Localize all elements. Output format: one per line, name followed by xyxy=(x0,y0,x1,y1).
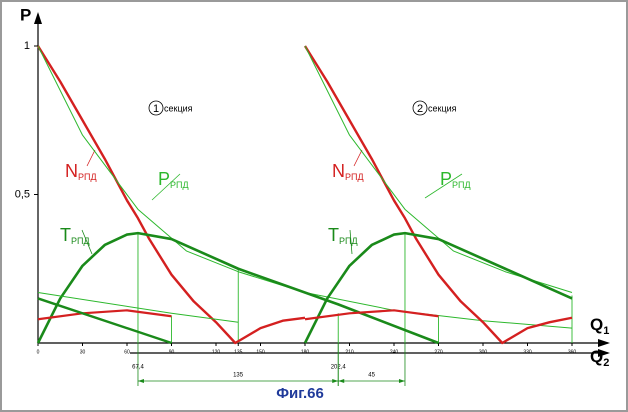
x-axis-label: Q1 xyxy=(590,315,609,336)
series-label: PРПД xyxy=(158,169,189,191)
x-tick-label: 60 xyxy=(124,349,130,355)
x-tick-label: 180 xyxy=(301,349,310,355)
series-subscript: РПД xyxy=(71,236,90,246)
axis-label-text: Q xyxy=(590,315,603,334)
leader-line xyxy=(86,149,96,167)
series-subscript: РПД xyxy=(345,172,364,182)
series-subscript: РПД xyxy=(78,172,97,182)
x-tick-label: 150 xyxy=(256,349,265,355)
series-subscript: РПД xyxy=(170,180,189,190)
series-name: P xyxy=(158,169,170,189)
leader-line xyxy=(151,173,181,201)
x-tick-label: 270 xyxy=(434,349,443,355)
y-axis-label: P xyxy=(20,5,31,24)
series-line xyxy=(37,45,573,329)
x-arrow xyxy=(598,339,610,347)
x-tick-label: 330 xyxy=(523,349,532,355)
x2-arrow xyxy=(598,349,610,357)
dimension-label: 135 xyxy=(233,373,244,379)
y-tick-label: 0,5 xyxy=(15,188,30,200)
axis-label-text: Q xyxy=(590,347,603,366)
x-tick-label: 300 xyxy=(479,349,488,355)
y-tick-label: 1 xyxy=(24,40,30,52)
section-number: 2 xyxy=(417,103,423,115)
x-tick-label: 210 xyxy=(345,349,354,355)
series-line xyxy=(303,45,573,345)
series-name: N xyxy=(65,161,78,181)
section-circle xyxy=(148,100,164,116)
section-circle xyxy=(412,100,428,116)
series-label: NРПД xyxy=(65,161,97,183)
x-tick-label: 90 xyxy=(169,349,175,355)
x-tick-label: 120 xyxy=(212,349,221,355)
axis-label-sub: 1 xyxy=(603,325,609,337)
series-line xyxy=(37,297,172,345)
x2-tick-label: 67,4 xyxy=(132,365,144,371)
series-line xyxy=(37,292,239,323)
series-line xyxy=(36,231,439,345)
x-tick-label: 0 xyxy=(37,349,40,355)
x-axis-label: Q2 xyxy=(590,347,609,368)
y-arrow xyxy=(34,12,42,24)
section-label: секция xyxy=(164,103,193,113)
leader-line xyxy=(349,229,353,255)
section-number: 1 xyxy=(153,103,159,115)
series-subscript: РПД xyxy=(339,236,358,246)
series-name: T xyxy=(328,225,339,245)
series-label: TРПД xyxy=(60,225,90,247)
series-name: T xyxy=(60,225,71,245)
series-name: P xyxy=(440,169,452,189)
series-line xyxy=(304,309,439,321)
series-label: TРПД xyxy=(328,225,358,247)
series-subscript: РПД xyxy=(452,180,471,190)
section-label: секция xyxy=(428,103,457,113)
x-tick-label: 240 xyxy=(390,349,399,355)
series-label: NРПД xyxy=(332,161,364,183)
series-line xyxy=(304,45,573,293)
x-tick-label: 135 xyxy=(234,349,243,355)
dimension-label: 45 xyxy=(368,373,375,379)
series-label: PРПД xyxy=(440,169,471,191)
caption: Фиг.66 xyxy=(276,385,324,402)
leader-line xyxy=(353,149,363,167)
axis-label-sub: 2 xyxy=(603,357,609,369)
leader-line xyxy=(424,173,463,199)
x-tick-label: 360 xyxy=(568,349,577,355)
leader-line xyxy=(81,229,93,255)
series-line xyxy=(303,231,573,344)
series-line xyxy=(36,45,306,345)
series-line xyxy=(37,309,172,321)
series-name: N xyxy=(332,161,345,181)
x-tick-label: 30 xyxy=(80,349,86,355)
